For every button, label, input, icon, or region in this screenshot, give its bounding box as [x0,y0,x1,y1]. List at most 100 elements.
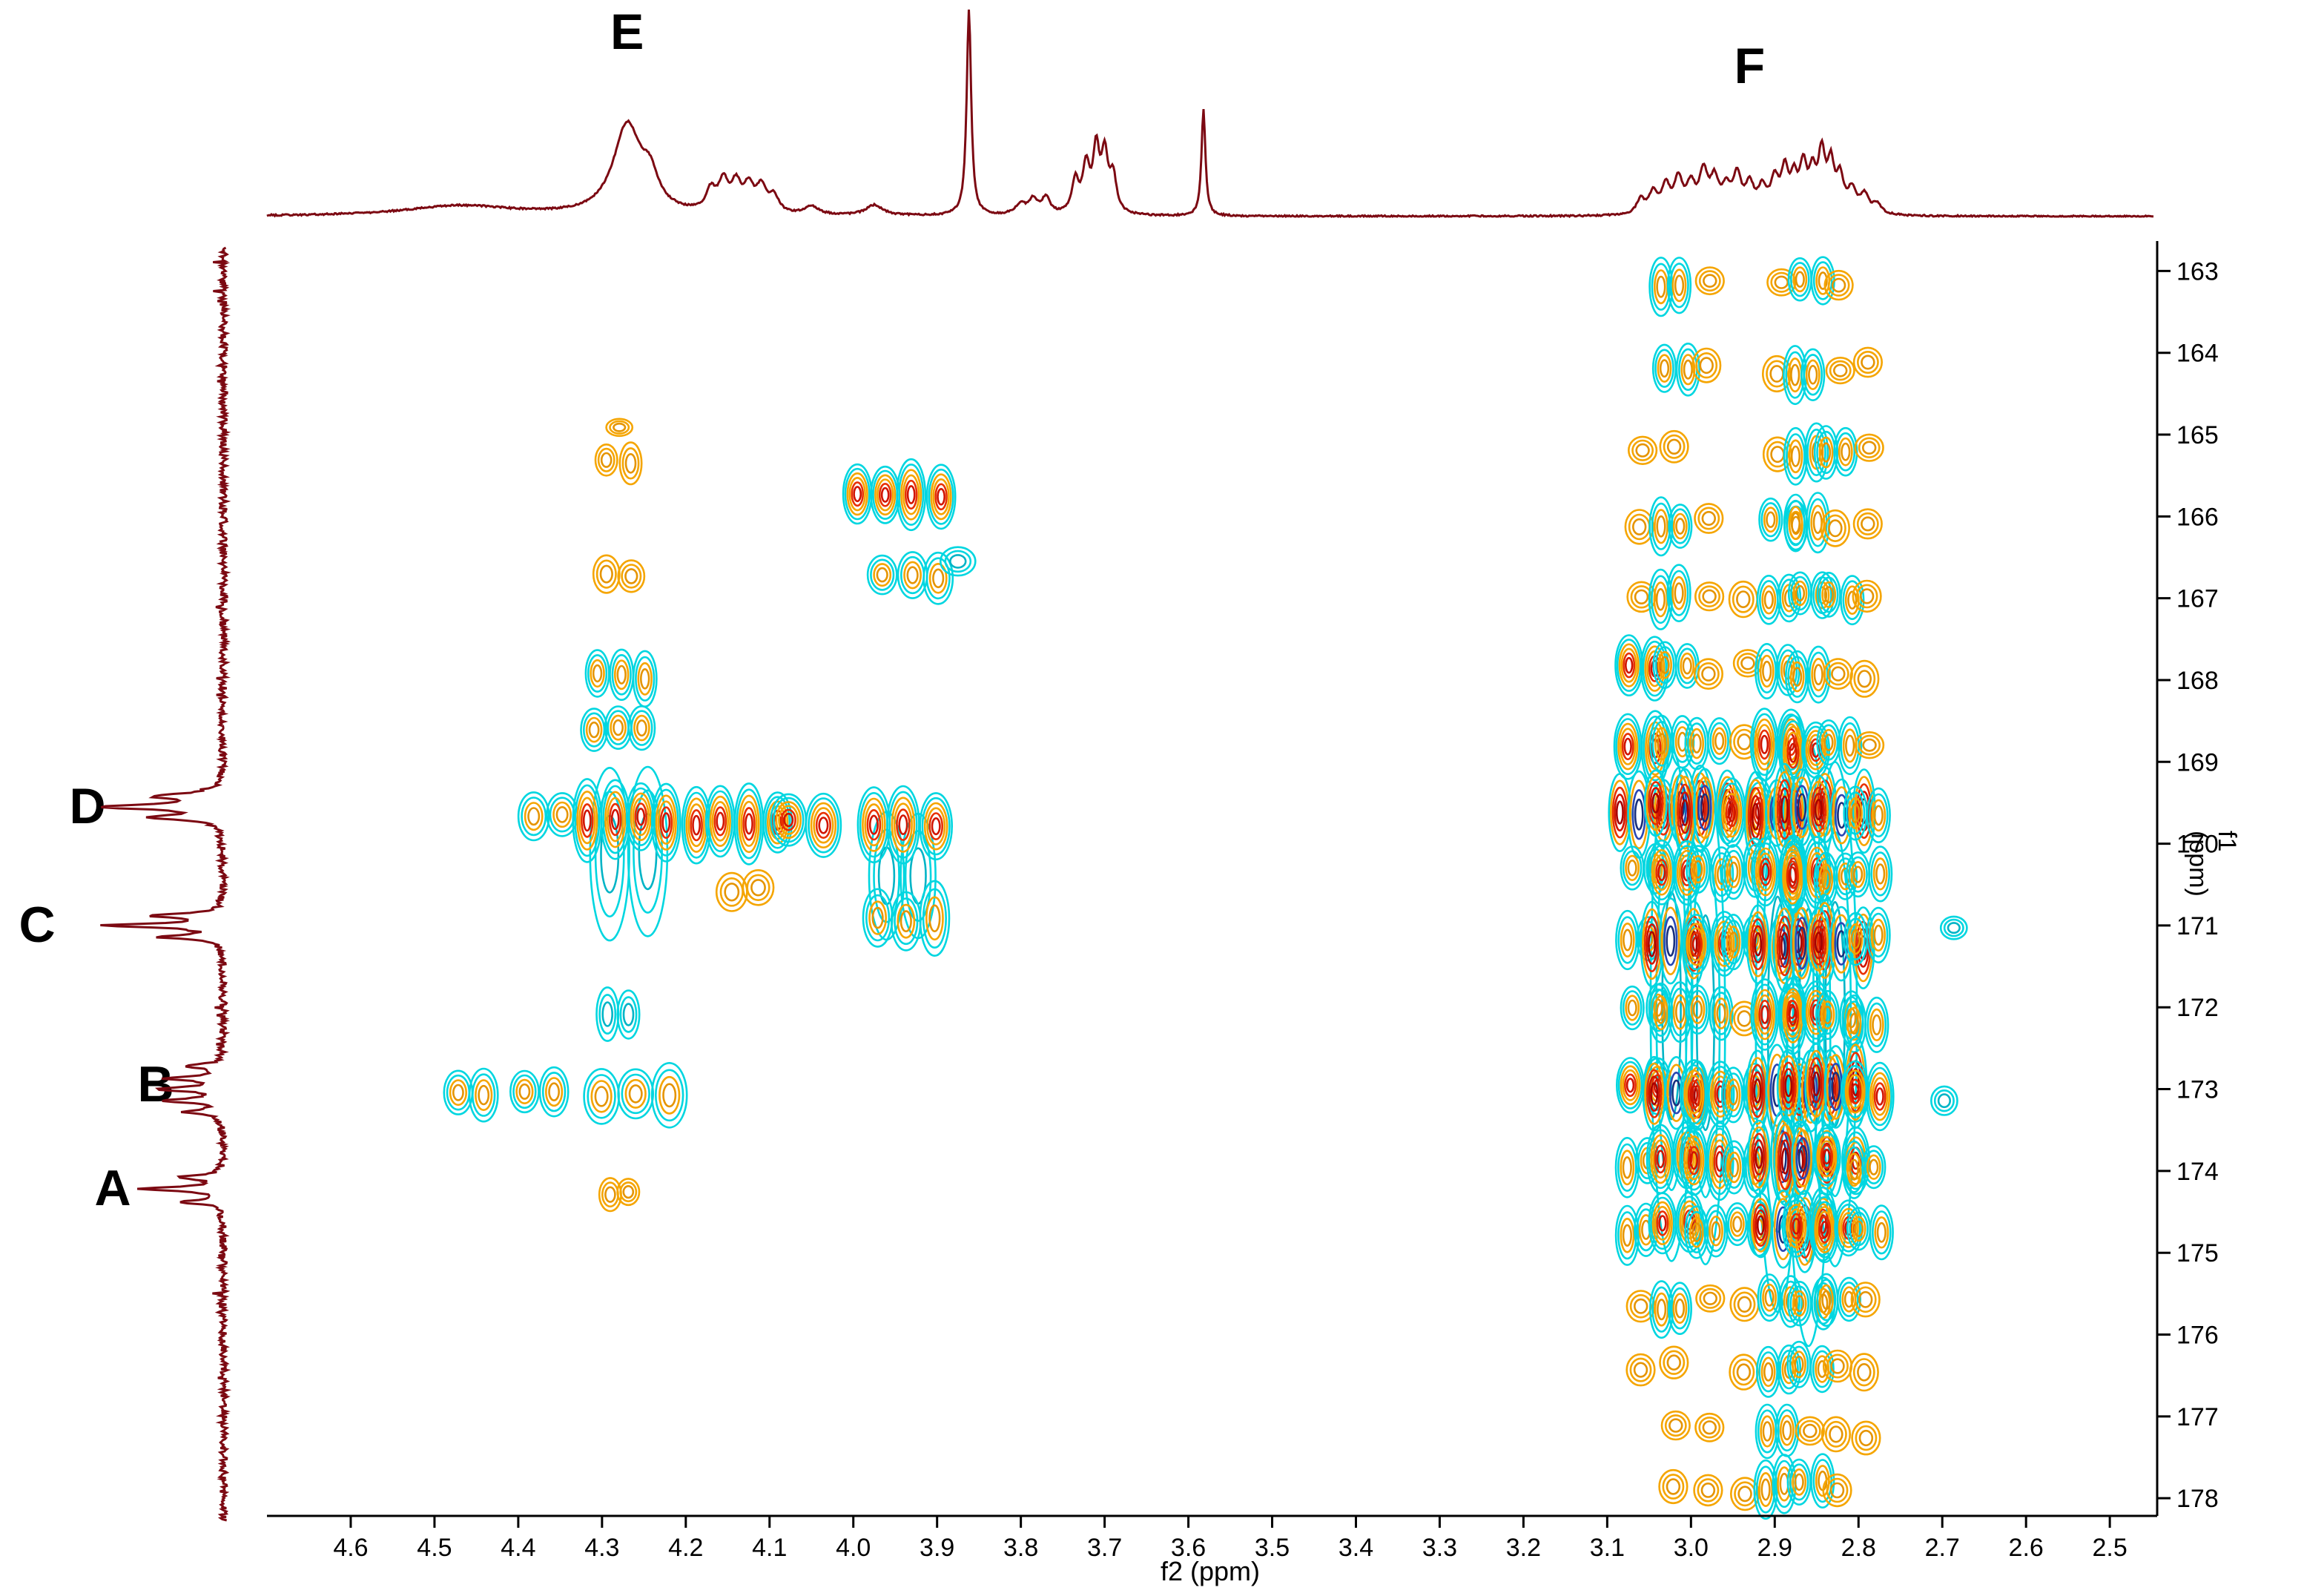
contour-peak [818,817,829,834]
contour-peak [1856,783,1872,839]
contour-peak [1762,1283,1777,1312]
contour-peak [1732,1358,1755,1386]
contour-peak [900,910,912,933]
contour-peak [1675,518,1686,535]
contour-peak [1947,922,1961,934]
contour-peak [1818,436,1834,469]
contour-peak [632,797,650,837]
contour-peak [1846,1006,1862,1041]
contour-peak [475,1079,493,1112]
contour-peak [1622,1156,1632,1179]
contour-peak [1816,572,1841,618]
contour-peak [1764,1288,1775,1307]
contour-peak [1648,931,1657,957]
contour-peak [692,814,701,836]
contour-peak [1849,1078,1862,1105]
contour-peak [1740,656,1755,670]
contour-peak [1761,585,1777,615]
contour-peak [1712,915,1737,972]
contour-peak [1818,576,1839,613]
contour-peak [538,1066,570,1118]
contour-peak [1656,1150,1666,1169]
contour-peak [1650,1134,1671,1184]
contour-peak [1756,1215,1765,1236]
contour-peak [1708,1066,1733,1123]
contour-peak [1761,863,1770,881]
contour-peak [1784,731,1802,774]
contour-peak [931,817,941,836]
x-tick-label: 4.3 [584,1534,619,1562]
contour-peak [925,557,951,600]
contour-peak [886,785,920,865]
contour-peak [1857,1363,1872,1382]
contour-peak [1725,798,1738,828]
contour-peak [864,803,884,847]
contour-peak [1743,837,1768,898]
contour-peak [478,1084,490,1106]
contour-peak [1763,1362,1774,1382]
contour-peak [1831,666,1846,682]
contour-peak [1757,1273,1782,1322]
contour-peak [1620,1065,1641,1106]
contour-peak [1754,989,1775,1041]
contour-peak [1686,1141,1703,1181]
contour-peak [707,790,733,853]
contour-peak [745,813,753,835]
contour-peak [1788,1006,1798,1026]
contour-peak [588,721,600,739]
contour-peak [1805,492,1830,554]
contour-peak [1867,1066,1892,1127]
contour-peak [934,483,948,511]
contour-peak [1648,1129,1674,1190]
contour-peak [1818,1284,1834,1316]
contour-peak [1858,1429,1874,1447]
contour-peak [1810,1064,1823,1104]
contour-peak [632,650,658,708]
contour-peak [773,797,805,843]
contour-peak [1874,1216,1889,1249]
contour-peak [637,662,653,696]
contour-peak [1848,923,1864,955]
contour-peak [1625,1078,1635,1093]
contour-peak [1643,715,1668,782]
contour-peak [1822,1473,1852,1508]
contour-peak [1828,519,1843,538]
contour-peak [1697,1478,1720,1503]
contour-peak [552,801,572,828]
x-tick-label: 3.1 [1590,1534,1625,1562]
contour-peak [1695,352,1718,379]
contour-peak [1658,1468,1689,1505]
contour-peak [1670,1287,1690,1330]
contour-peak [1666,1478,1681,1495]
contour-peak [926,807,946,845]
contour-peak [650,1062,688,1129]
contour-peak [1654,727,1669,761]
contour-peak [923,802,948,851]
contour-peak [1674,643,1700,689]
contour-peak [716,811,725,831]
contour-peak [1634,798,1644,831]
contour-peak [1655,587,1666,611]
contour-peak [1848,856,1868,893]
contour-peak [1689,1151,1699,1170]
contour-peak [1849,659,1880,698]
contour-peak [1806,645,1831,704]
contour-peak [1638,1214,1654,1246]
contour-peak [1663,1350,1686,1375]
contour-peak [1797,926,1807,960]
contour-peak [1795,584,1806,602]
contour-peak [1711,1221,1721,1241]
contour-peak [1617,1211,1637,1260]
contour-peak [1662,1474,1685,1500]
contour-peak [613,719,624,736]
contour-peak [891,797,916,853]
contour-peak [594,443,618,477]
contour-peak [1653,995,1668,1031]
contour-peak [1864,996,1889,1053]
x-tick-label: 3.7 [1087,1534,1122,1562]
contour-peak [1792,266,1808,293]
contour-peak [1826,1477,1849,1503]
contour-peak [1625,995,1640,1021]
contour-peak [1729,861,1739,883]
contour-peak [658,1075,681,1115]
